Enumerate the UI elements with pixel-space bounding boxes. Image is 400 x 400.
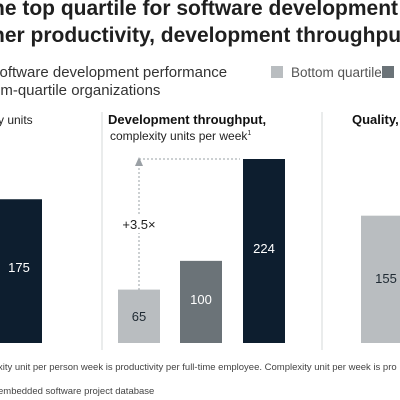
data-label-1-1: 175 (8, 260, 30, 275)
headline-line-1: he top quartile for software development… (0, 0, 400, 20)
subtitle-line-1: software development performance (0, 64, 228, 81)
legend-swatch-bottom-quartile (271, 66, 283, 78)
panel-throughput-unit-text: complexity units per week (110, 129, 248, 143)
footnote-marker: 1 (247, 130, 252, 137)
data-label-2-2: 100 (190, 292, 212, 307)
bar-2-1 (118, 289, 160, 343)
data-label-2-3: 224 (253, 241, 275, 256)
panel-productivity-unit: y units (0, 113, 33, 127)
panel-throughput-title: Development throughput, (108, 112, 267, 127)
footnote-line-2: embedded software project database (0, 386, 155, 397)
bar-3-1 (361, 215, 400, 343)
data-label-2-1: 65 (132, 309, 146, 324)
subtitle-line-2: om-quartile organizations (0, 82, 161, 99)
legend-label-bottom-quartile: Bottom quartile (291, 65, 382, 80)
headline-line-2: her productivity, development throughput… (0, 24, 400, 47)
panel-throughput-unit: complexity units per week1 (110, 129, 251, 143)
bar-2-2 (180, 260, 222, 343)
annotation-label: +3.5× (122, 217, 155, 232)
legend-swatch-second-quartile (382, 66, 394, 78)
legend-item-bottom-quartile: Bottom quartile (271, 65, 382, 80)
bar-1-1 (0, 199, 42, 343)
bar-2-3 (243, 159, 285, 343)
panel-quality-title: Quality, (352, 112, 399, 127)
legend-item-second-quartile: A (382, 65, 400, 80)
footnote-line-1: xity unit per person week is productivit… (0, 362, 397, 373)
annotation-label-background (118, 215, 160, 233)
data-label-3-1: 155 (375, 271, 397, 286)
annotation-arrow-head (135, 157, 143, 166)
